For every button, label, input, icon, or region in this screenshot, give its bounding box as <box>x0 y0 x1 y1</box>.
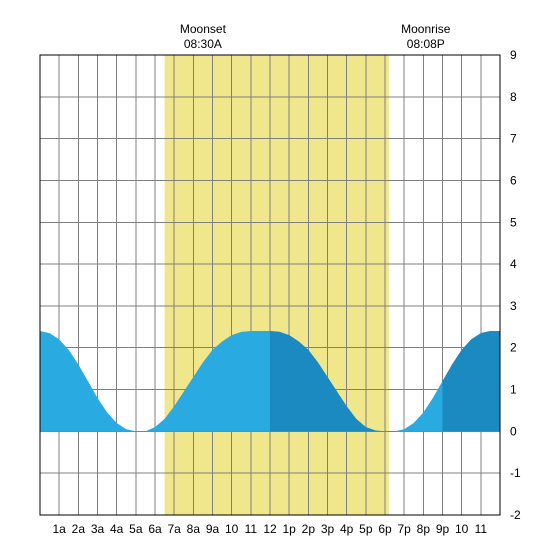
svg-text:9a: 9a <box>206 522 220 536</box>
tide-chart: Moonset 08:30A Moonrise 08:08P -2-101234… <box>0 0 550 550</box>
svg-text:6a: 6a <box>148 522 162 536</box>
svg-text:9: 9 <box>510 48 517 62</box>
svg-text:3p: 3p <box>321 522 335 536</box>
svg-text:7a: 7a <box>167 522 181 536</box>
svg-text:3: 3 <box>510 299 517 313</box>
moonset-label: Moonset 08:30A <box>168 22 238 52</box>
svg-text:1p: 1p <box>282 522 296 536</box>
svg-text:7p: 7p <box>397 522 411 536</box>
svg-text:10: 10 <box>225 522 239 536</box>
moonset-time: 08:30A <box>168 37 238 52</box>
svg-text:5a: 5a <box>129 522 143 536</box>
moonset-title: Moonset <box>168 22 238 37</box>
moonrise-title: Moonrise <box>391 22 461 37</box>
svg-text:8a: 8a <box>187 522 201 536</box>
svg-text:0: 0 <box>510 424 517 438</box>
svg-text:1a: 1a <box>52 522 66 536</box>
svg-text:6: 6 <box>510 173 517 187</box>
svg-text:2a: 2a <box>72 522 86 536</box>
svg-text:7: 7 <box>510 132 517 146</box>
svg-text:9p: 9p <box>436 522 450 536</box>
svg-text:4: 4 <box>510 257 517 271</box>
svg-text:2: 2 <box>510 341 517 355</box>
svg-text:3a: 3a <box>91 522 105 536</box>
svg-text:11: 11 <box>245 522 258 536</box>
moonrise-time: 08:08P <box>391 37 461 52</box>
svg-text:-2: -2 <box>510 508 521 522</box>
svg-text:4p: 4p <box>340 522 354 536</box>
svg-text:4a: 4a <box>110 522 124 536</box>
svg-text:8: 8 <box>510 90 517 104</box>
svg-text:11: 11 <box>475 522 488 536</box>
chart-svg: -2-101234567891a2a3a4a5a6a7a8a9a1011121p… <box>0 0 550 550</box>
svg-text:10: 10 <box>455 522 469 536</box>
svg-text:12: 12 <box>263 522 277 536</box>
svg-text:5: 5 <box>510 215 517 229</box>
moonrise-label: Moonrise 08:08P <box>391 22 461 52</box>
svg-text:2p: 2p <box>302 522 316 536</box>
svg-text:-1: -1 <box>510 466 521 480</box>
svg-text:1: 1 <box>510 383 517 397</box>
svg-text:5p: 5p <box>359 522 373 536</box>
svg-text:8p: 8p <box>417 522 431 536</box>
svg-text:6p: 6p <box>378 522 392 536</box>
